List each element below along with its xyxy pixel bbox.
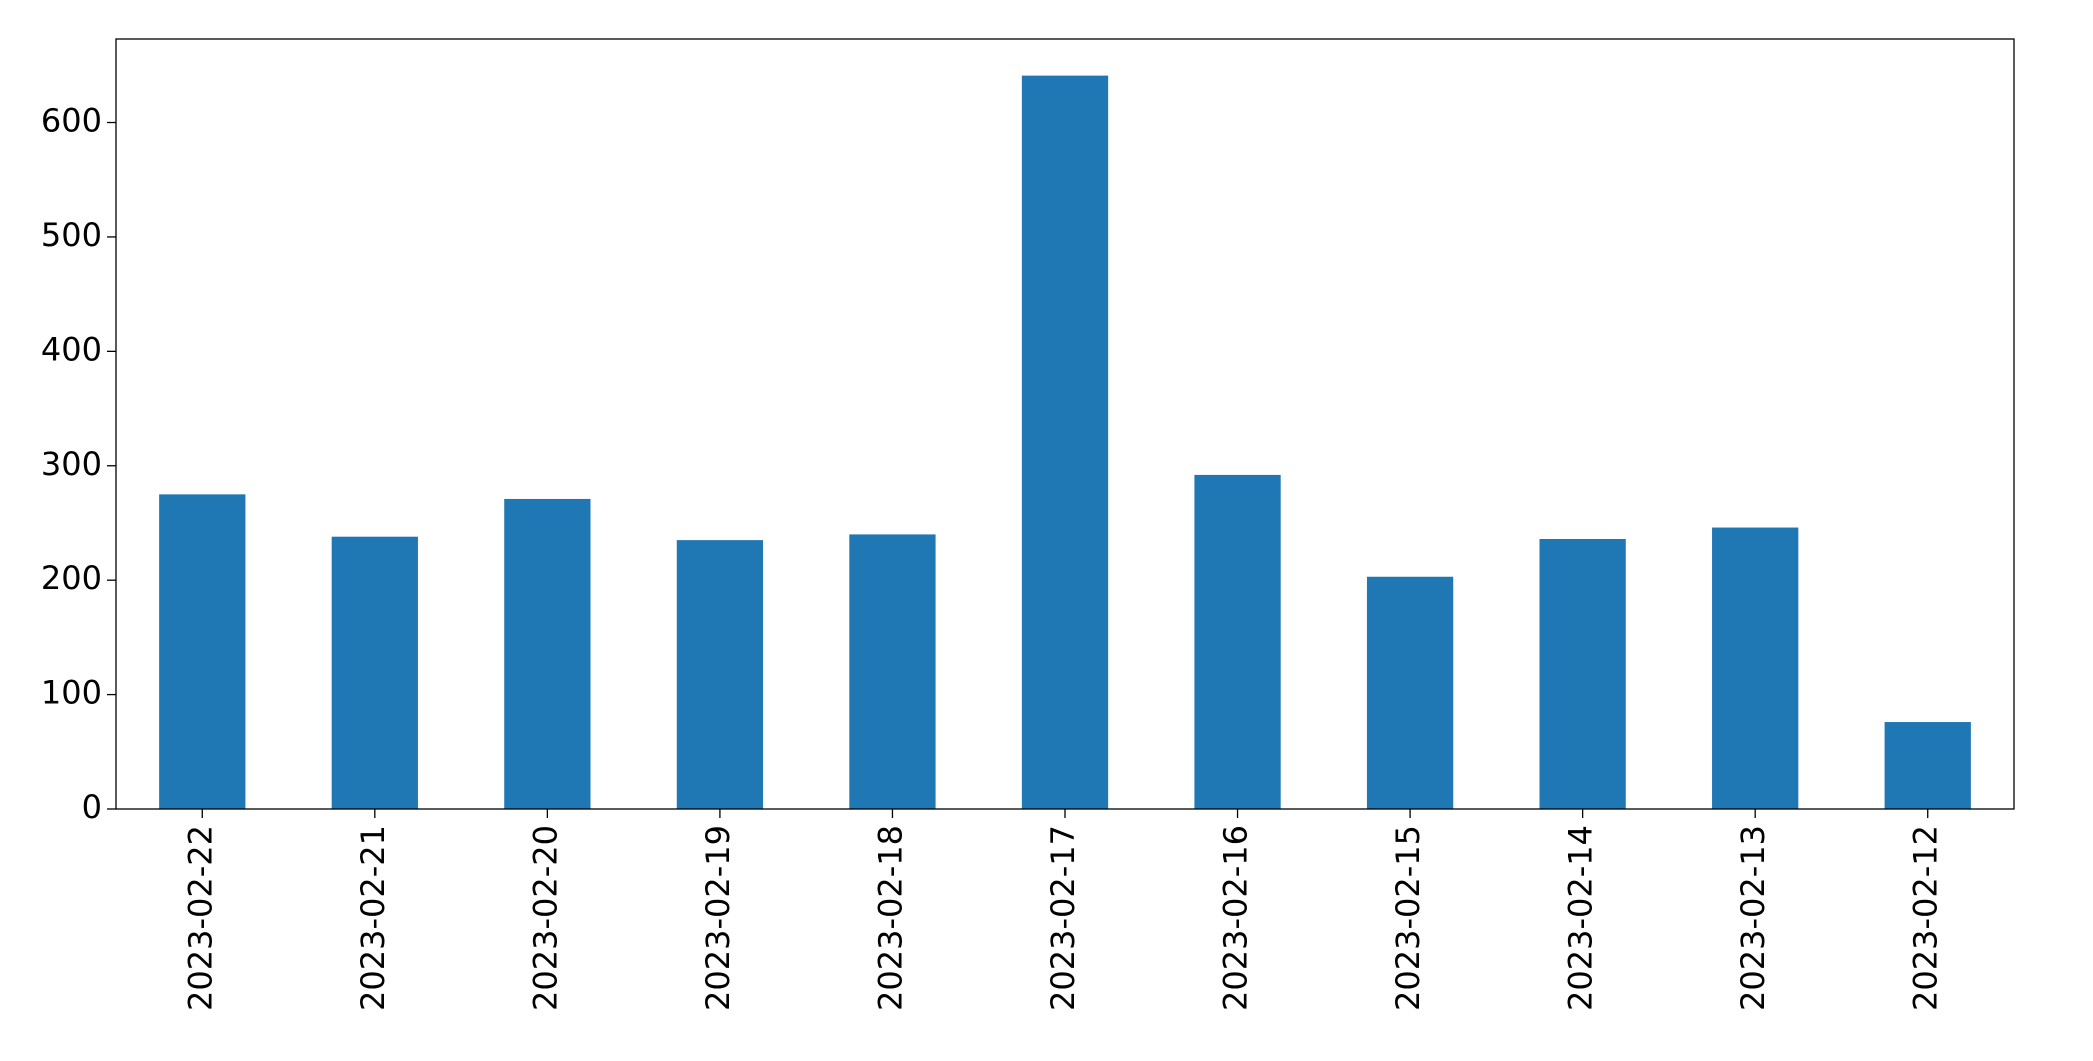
bar	[159, 494, 246, 809]
y-tick-label: 200	[41, 559, 102, 597]
x-tick-label: 2023-02-14	[1562, 825, 1600, 1011]
x-tick-label: 2023-02-16	[1217, 825, 1255, 1011]
y-tick-label: 600	[41, 102, 102, 140]
y-tick-label: 500	[41, 216, 102, 254]
bar	[504, 498, 591, 809]
x-tick-label: 2023-02-17	[1044, 825, 1082, 1011]
y-tick-label: 400	[41, 330, 102, 368]
bar	[1539, 538, 1626, 809]
x-tick-label: 2023-02-18	[871, 825, 909, 1011]
plot-frame	[115, 38, 2015, 810]
bar	[1194, 474, 1281, 809]
bar	[1021, 75, 1109, 809]
x-tick-label: 2023-02-15	[1389, 825, 1427, 1011]
x-tick-label: 2023-02-22	[181, 825, 219, 1011]
bar	[1712, 527, 1799, 809]
bar	[676, 540, 764, 809]
y-tick-label: 0	[82, 788, 102, 826]
bar	[849, 534, 936, 809]
bar	[1884, 722, 1971, 809]
bar	[331, 536, 418, 809]
x-tick-label: 2023-02-21	[354, 825, 392, 1011]
x-tick-label: 2023-02-19	[699, 825, 737, 1011]
x-tick-label: 2023-02-20	[526, 825, 564, 1011]
y-tick-label: 300	[41, 445, 102, 483]
y-tick-label: 100	[41, 674, 102, 712]
x-tick-label: 2023-02-13	[1734, 825, 1772, 1011]
bar	[1366, 576, 1454, 809]
x-tick-label: 2023-02-12	[1907, 825, 1945, 1011]
